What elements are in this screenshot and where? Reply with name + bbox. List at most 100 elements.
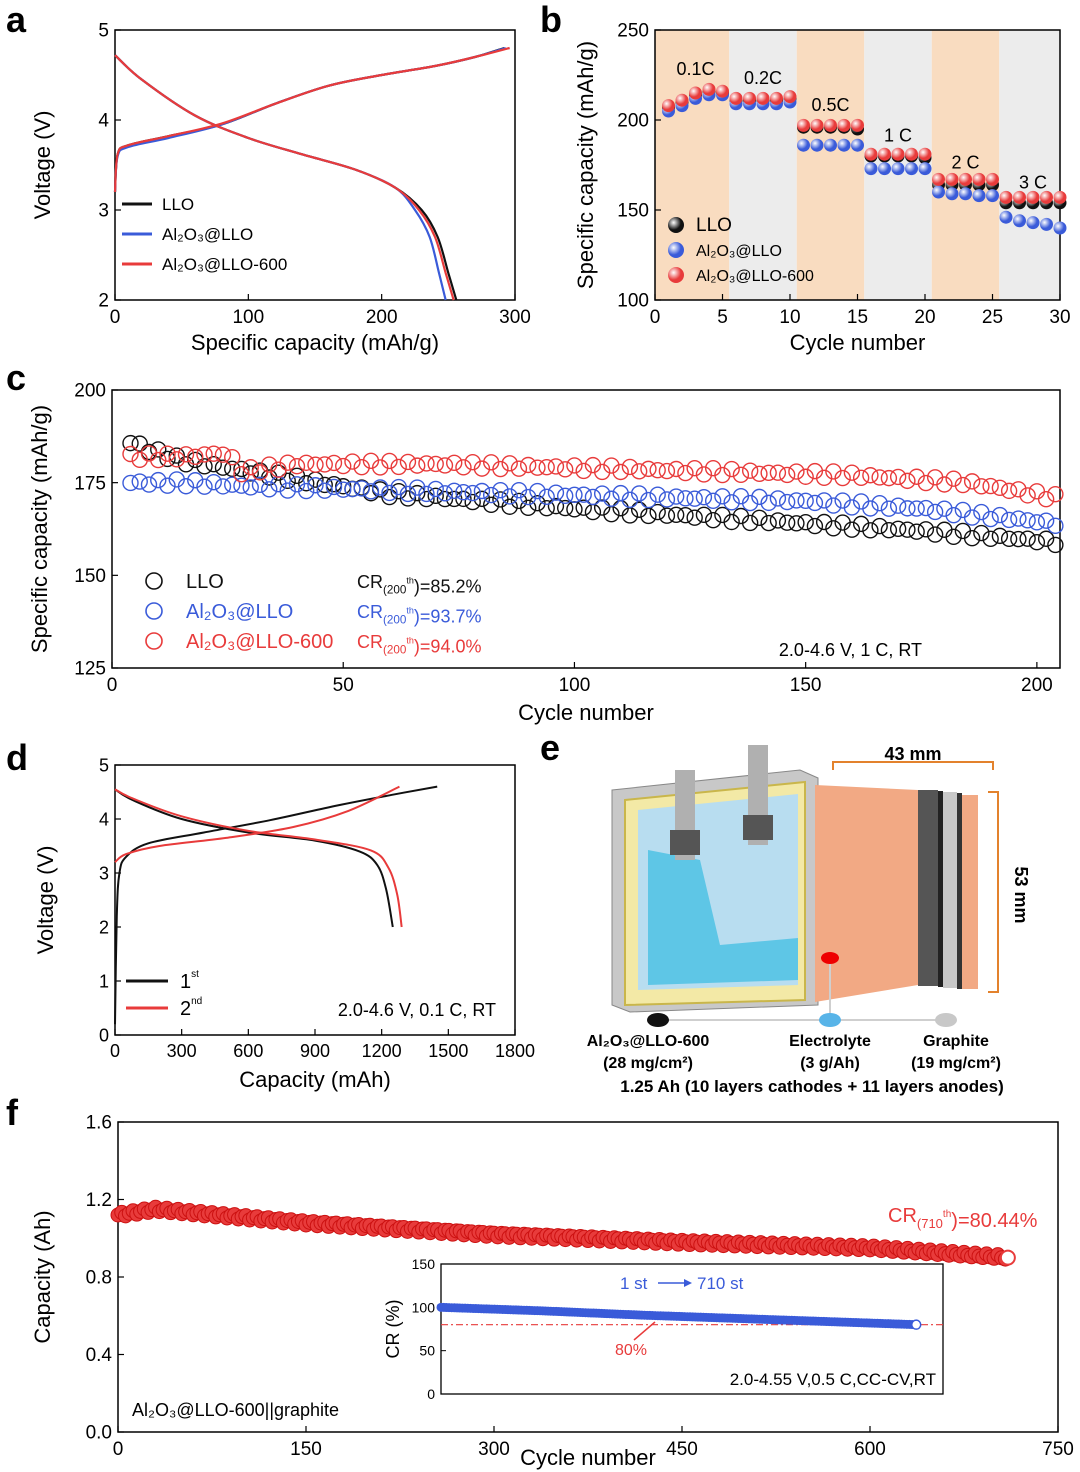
point-LLO-10 (150, 441, 167, 458)
point-Al₂O₃@LLO-600-23 (959, 172, 972, 186)
point-Al₂O₃@LLO-600-54 (353, 458, 370, 476)
point-Al₂O₃@LLO-12 (159, 477, 176, 494)
point-Al₂O₃@LLO-600-24 (972, 172, 986, 186)
point-Al₂O₃@LLO-130 (704, 492, 722, 509)
point-LLO-42 (298, 475, 315, 492)
point-Al₂O₃@LLO-600-4 (122, 445, 139, 463)
point-Al₂O₃@LLO-600-24 (214, 446, 232, 463)
point-Al₂O₃@LLO-600-1 (662, 99, 675, 113)
point-Al₂O₃@LLO-164 (862, 500, 879, 517)
point-Al₂O₃@LLO-30 (242, 479, 259, 496)
point-Al₂O₃@LLO-198 (1019, 512, 1036, 529)
a-x-axis-label: Specific capacity (mAh/g) (191, 330, 439, 355)
point-Al₂O₃@LLO-184 (954, 501, 972, 519)
panel-label-a: a (6, 0, 27, 40)
b-x-tick-label: 15 (847, 307, 868, 328)
rate-band-0 (655, 30, 730, 300)
legend-marker-0 (145, 572, 163, 590)
point-LLO-96 (547, 497, 565, 515)
point-Al₂O₃@LLO-600-3 (689, 86, 702, 100)
panel-label-c: c (6, 357, 26, 398)
layer-stack-cathode (815, 785, 918, 1002)
panel-label-f: f (6, 1092, 19, 1133)
f-x-tick-label: 0 (113, 1439, 124, 1460)
cr-label-part: ) (951, 1210, 958, 1232)
point-Al₂O₃@LLO-44 (307, 477, 324, 494)
point-Al₂O₃@LLO-600-76 (455, 459, 472, 476)
point-Al₂O₃@LLO-23 (959, 187, 972, 201)
point-Al₂O₃@LLO-204 (1047, 517, 1064, 535)
component-electrolyte-detail: (3 g/Ah) (800, 1055, 860, 1072)
point-Al₂O₃@LLO-600-200 (1028, 483, 1046, 500)
b-x-tick-label: 5 (717, 307, 728, 328)
point-Al₂O₃@LLO-600-120 (658, 462, 676, 480)
point-Al₂O₃@LLO-38 (279, 482, 296, 499)
legend-ball-2 (668, 267, 684, 283)
point-Al₂O₃@LLO-600-27 (1013, 190, 1026, 204)
point-Al₂O₃@LLO-126 (686, 490, 703, 507)
series-2nd-discharge-line (114, 788, 403, 928)
point-LLO-146 (778, 514, 796, 531)
point-Al₂O₃@LLO-600-90 (519, 456, 537, 474)
point-Al₂O₃@LLO-202 (1037, 512, 1055, 529)
cr-label-part: (710 (917, 1216, 943, 1231)
point-Al₂O₃@LLO-600-160 (843, 464, 861, 481)
point-Al₂O₃@LLO-18 (891, 162, 905, 176)
point-Al₂O₃@LLO-42 (298, 482, 315, 500)
inset-final-point (910, 1319, 922, 1330)
point-LLO-30 (242, 465, 259, 482)
rate-label-5: 3 C (1019, 172, 1047, 192)
point-Al₂O₃@LLO-600-64 (399, 453, 417, 471)
point-Al₂O₃@LLO-600-94 (538, 458, 555, 476)
d-x-tick-label: 900 (300, 1041, 330, 1061)
point-Al₂O₃@LLO-600-180 (936, 476, 953, 493)
point-Al₂O₃@LLO-50 (335, 481, 352, 498)
rate-label-0: 0.1C (676, 59, 714, 79)
point-LLO-8 (140, 443, 158, 461)
point-Al₂O₃@LLO-144 (769, 490, 787, 507)
point-Al₂O₃@LLO-600-88 (510, 460, 528, 477)
point-Al₂O₃@LLO-102 (575, 486, 592, 503)
point-Al₂O₃@LLO-78 (464, 484, 481, 502)
point-Al₂O₃@LLO-108 (603, 490, 620, 507)
point-Al₂O₃@LLO-60 (381, 484, 398, 502)
point-LLO-26 (224, 460, 241, 478)
f-x-tick-label: 300 (478, 1439, 510, 1460)
point-LLO-142 (760, 514, 777, 532)
c-x-tick-label: 0 (107, 675, 118, 696)
point-LLO-150 (797, 513, 814, 531)
point-Al₂O₃@LLO-21 (932, 185, 945, 199)
point-Al₂O₃@LLO-12 (810, 138, 824, 152)
point-Al₂O₃@LLO-600-102 (575, 462, 592, 480)
point-Al₂O₃@LLO-86 (501, 488, 518, 505)
point-Al₂O₃@LLO-600-18 (187, 448, 204, 466)
point-Al₂O₃@LLO-140 (751, 488, 768, 506)
point-Al₂O₃@LLO-138 (741, 494, 759, 512)
point-Al₂O₃@LLO-600-10 (783, 90, 797, 104)
point-Al₂O₃@LLO-600-48 (325, 454, 343, 472)
b-x-tick-label: 30 (1049, 307, 1070, 328)
a-y-tick-label: 3 (98, 201, 109, 222)
point-LLO-4 (122, 434, 139, 452)
point-Al₂O₃@LLO-600-190 (982, 477, 999, 495)
d-x-axis-label: Capacity (mAh) (239, 1067, 391, 1092)
point-LLO-82 (483, 496, 500, 513)
legend-cr-2-part: =94.0% (420, 637, 482, 657)
point-Al₂O₃@LLO-600-166 (871, 469, 888, 486)
point-Al₂O₃@LLO-166 (871, 494, 888, 512)
legend-cr-1-part: ) (414, 607, 420, 627)
point-Al₂O₃@LLO-600-26 (999, 190, 1013, 204)
point-LLO-76 (455, 490, 472, 508)
point-Al₂O₃@LLO-600-116 (640, 460, 657, 478)
point-Al₂O₃@LLO-82 (483, 486, 500, 504)
point-LLO-172 (899, 521, 916, 538)
point-LLO-122 (667, 506, 685, 524)
rate-band-2 (796, 30, 865, 300)
point-Al₂O₃@LLO-600-128 (695, 466, 713, 483)
inset-arrow-head (684, 1279, 692, 1287)
graphite-dot (935, 1013, 957, 1027)
point-Al₂O₃@LLO-600-172 (899, 472, 916, 490)
point-Al₂O₃@LLO-600-62 (390, 458, 407, 476)
point-Al₂O₃@LLO-22 (205, 473, 222, 491)
point-Al₂O₃@LLO-168 (880, 500, 898, 517)
